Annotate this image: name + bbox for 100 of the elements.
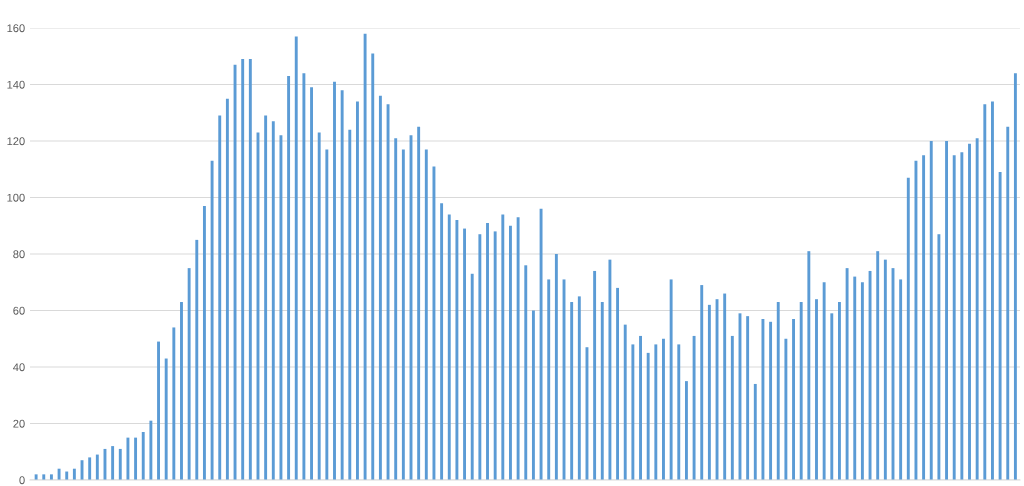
bar <box>669 279 673 480</box>
bar <box>126 437 130 480</box>
bar <box>539 208 543 480</box>
bar <box>417 126 421 480</box>
bar <box>853 276 857 480</box>
bar <box>447 214 451 480</box>
bar <box>899 279 903 480</box>
bar <box>654 344 658 480</box>
bar <box>815 299 818 480</box>
y-tick-label: 40 <box>13 363 25 372</box>
bar <box>616 287 620 480</box>
bar <box>501 214 505 480</box>
bar <box>998 172 1002 480</box>
bar <box>723 293 727 480</box>
bar <box>371 53 375 480</box>
y-tick-label: 80 <box>13 250 25 259</box>
bar <box>975 138 979 480</box>
bar <box>600 302 604 480</box>
bar <box>845 268 849 480</box>
bar <box>677 344 681 480</box>
bar <box>172 327 176 480</box>
y-tick-label: 60 <box>13 306 25 315</box>
bar <box>945 141 949 480</box>
bar <box>363 33 367 480</box>
bar <box>455 220 459 480</box>
bar <box>906 177 910 480</box>
bar <box>707 304 711 480</box>
y-tick-label: 140 <box>7 80 25 89</box>
bar <box>837 302 841 480</box>
bar <box>792 318 795 480</box>
bar <box>960 152 964 480</box>
bar <box>509 225 512 480</box>
bar <box>761 318 765 480</box>
bar <box>287 76 291 480</box>
bar <box>134 437 138 480</box>
bar <box>493 231 497 480</box>
bar <box>486 222 489 480</box>
bar <box>225 98 229 480</box>
bar <box>164 358 168 480</box>
bar <box>42 474 46 480</box>
bar <box>952 155 956 480</box>
bar <box>394 138 398 480</box>
bar <box>157 341 160 480</box>
y-tick-label: 0 <box>19 476 25 485</box>
bar <box>264 115 268 480</box>
bar <box>317 132 321 480</box>
bar <box>968 143 971 480</box>
bar <box>49 474 53 480</box>
bar <box>570 302 574 480</box>
bar <box>547 279 551 480</box>
bar <box>118 448 122 480</box>
y-tick-label: 160 <box>7 24 25 33</box>
bar <box>386 104 390 480</box>
bar <box>730 335 734 480</box>
bar <box>769 321 773 480</box>
bar <box>608 259 612 480</box>
bar <box>662 338 665 480</box>
bar <box>141 431 145 480</box>
bar <box>149 420 153 480</box>
bar <box>524 265 528 480</box>
bar <box>922 155 926 480</box>
bar <box>478 234 482 480</box>
bar <box>88 457 92 480</box>
bar <box>646 352 650 480</box>
bar <box>111 446 115 480</box>
bar <box>248 59 252 480</box>
bar <box>440 203 444 480</box>
bar <box>187 268 191 480</box>
bar <box>202 205 206 480</box>
bar <box>279 135 283 480</box>
bar <box>937 234 941 480</box>
bar <box>325 149 329 480</box>
bar <box>218 115 222 480</box>
bar <box>799 302 803 480</box>
bar <box>95 454 99 480</box>
bar <box>684 381 688 480</box>
bar <box>784 338 788 480</box>
bar <box>302 73 306 480</box>
bar <box>310 87 313 480</box>
bar <box>593 270 597 480</box>
bar <box>531 310 535 480</box>
bar <box>463 228 467 480</box>
bar <box>639 335 642 480</box>
bar <box>692 335 696 480</box>
bar <box>180 302 183 480</box>
bar <box>876 251 880 480</box>
bar <box>271 121 275 480</box>
bar <box>623 324 627 480</box>
bar <box>914 160 918 480</box>
bar <box>294 36 298 480</box>
bar <box>631 344 635 480</box>
bar <box>807 251 811 480</box>
bar <box>700 285 704 480</box>
bar <box>929 141 933 480</box>
bar <box>241 59 245 480</box>
bar <box>746 316 750 480</box>
bar <box>822 282 826 480</box>
bar <box>991 101 994 480</box>
bar <box>340 90 344 480</box>
bar <box>470 273 474 480</box>
